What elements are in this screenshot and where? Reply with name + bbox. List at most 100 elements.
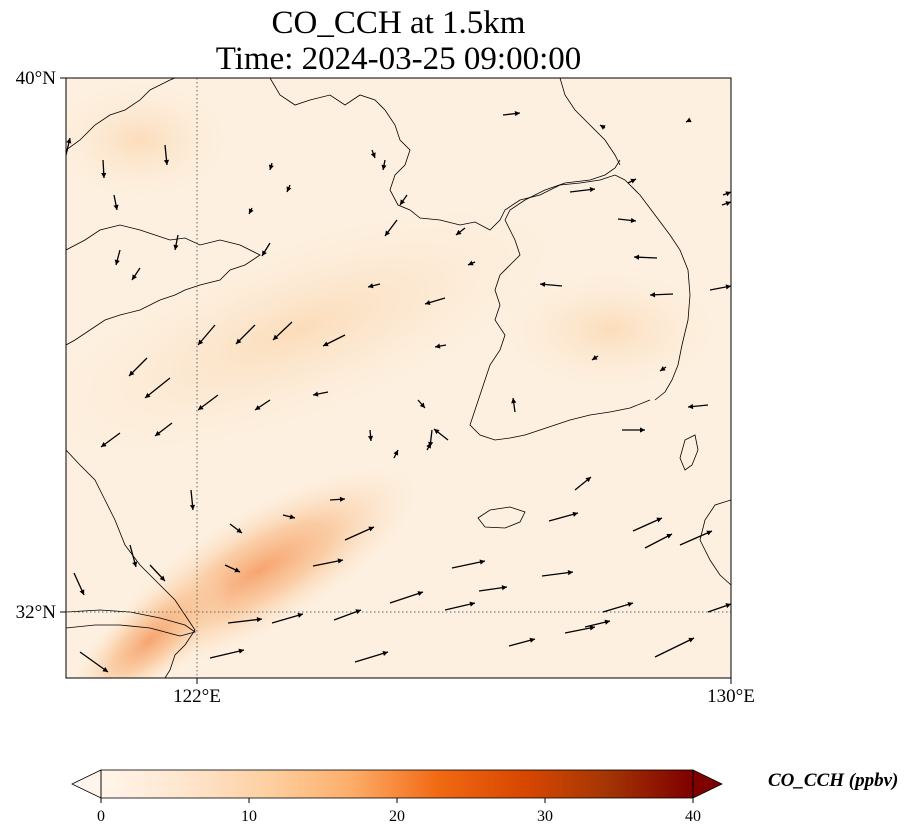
wind-arrow-head [688,403,694,410]
colorbar-tick-label: 20 [389,808,405,825]
lat-label-32: 32°N [16,602,57,623]
wind-arrow-head [159,575,165,581]
wind-arrow-head [400,199,405,205]
wind-arrow-head [656,517,662,523]
wind-arrow-head [456,229,462,235]
wind-arrow-head [155,430,161,436]
korea-east-coast [624,179,691,401]
wind-arrow [654,637,695,658]
wind-arrow-head [132,561,138,567]
tsushima-island [679,434,699,471]
wind-arrow [354,651,389,663]
wind-arrow-head [79,589,85,595]
wind-arrow-head [382,650,388,656]
wind-arrow [389,591,424,604]
wind-arrow-head [381,164,387,170]
wind-arrow-head [113,204,119,210]
wind-arrow-head [417,591,423,597]
wind-arrow-head [479,559,485,565]
wind-arrow-head [585,477,591,483]
yalu-river [504,159,621,221]
wind-arrow-head [725,191,731,197]
wind-arrow-head [337,558,343,564]
coastlines [66,78,731,678]
wind-arrow-head [262,250,267,256]
wind-arrow-head [236,527,242,533]
wind-arrow-head [198,339,204,345]
wind-arrow-head [238,648,244,654]
wind-arrow-head [273,334,279,340]
wind-arrow-head [686,117,692,123]
wind-arrow-head [627,601,633,607]
wind-arrow-head [725,284,731,290]
wind-arrow-head [66,138,72,144]
wind-arrow-head [286,186,292,192]
wind-arrow-head [339,496,345,502]
wind-arrow-head [511,398,517,404]
wind-arrow-head [355,609,361,615]
wind-arrow-head [132,274,137,280]
wind-arrow [271,613,304,624]
wind-arrow-head [323,341,329,347]
wind-arrow-head [368,283,374,289]
korea-inland-plume [500,270,720,390]
wind-arrow [344,526,375,541]
wind-arrow-head [589,187,595,193]
jiangsu-coast [66,449,196,678]
wind-arrow-head [256,617,262,623]
colorbar-label: CO_CCH (ppbv) [768,770,899,791]
wind-arrow-head [592,355,598,360]
wind-arrow-head [145,392,151,398]
wind-arrow-head [101,172,107,178]
wind-arrow-head [198,404,204,410]
korea-west-coast [469,219,651,441]
yellow-sea-band [66,202,565,458]
wind-arrow-head [572,511,578,517]
liaodong-coast [269,78,626,231]
wind-arrow-head [385,230,391,236]
wind-arrow-head [234,567,240,573]
wind-arrow-head [419,402,425,408]
wind-arrow-head [173,244,179,250]
wind-arrow-head [163,159,170,165]
wind-arrow-head [114,259,120,265]
wind-arrow-head [630,217,636,224]
wind-arrow [79,651,109,673]
wind-arrow-head [426,443,431,449]
wind-arrow-head [255,405,261,410]
wind-arrow-head [567,570,573,576]
wind-arrow-head [469,601,475,607]
wind-arrow-head [501,585,507,591]
lat-label-40: 40°N [16,68,57,89]
bohai-plume [66,80,230,200]
wind-arrow-head [435,343,441,349]
wind-arrow-head [434,429,440,435]
wind-arrow-head [289,514,295,520]
wind-arrow-head [634,254,640,260]
wind-arrow-head [666,533,672,539]
wind-arrow-head [268,164,274,170]
wind-arrow [144,377,171,399]
wind-arrow-head [725,201,731,207]
axis-ticks: 40°N 32°N 122°E 130°E [16,68,755,707]
wind-arrow [209,649,245,659]
wind-arrow-head [514,111,520,117]
wind-arrow-head [393,450,399,456]
wind-arrow-head [367,435,374,441]
wind-arrow [679,530,713,546]
wind-arrow-head [640,427,645,433]
colorbar-extend-max [692,769,723,799]
wind-arrow-head [589,625,595,631]
title-line-2: Time: 2024-03-25 09:00:00 [215,41,582,77]
colorbar-tick-label: 0 [97,808,105,825]
colorbar-extend-min [71,769,102,799]
yangtze-estuary [66,609,196,637]
wind-arrow-head [630,178,636,184]
wind-arrow [548,512,579,522]
wind-vectors [66,111,731,673]
title-line-1: CO_CCH at 1.5km [271,5,526,41]
wind-arrow-head [102,666,108,672]
wind-arrow-head [370,152,376,158]
colorbar-tick-label: 40 [685,808,701,825]
